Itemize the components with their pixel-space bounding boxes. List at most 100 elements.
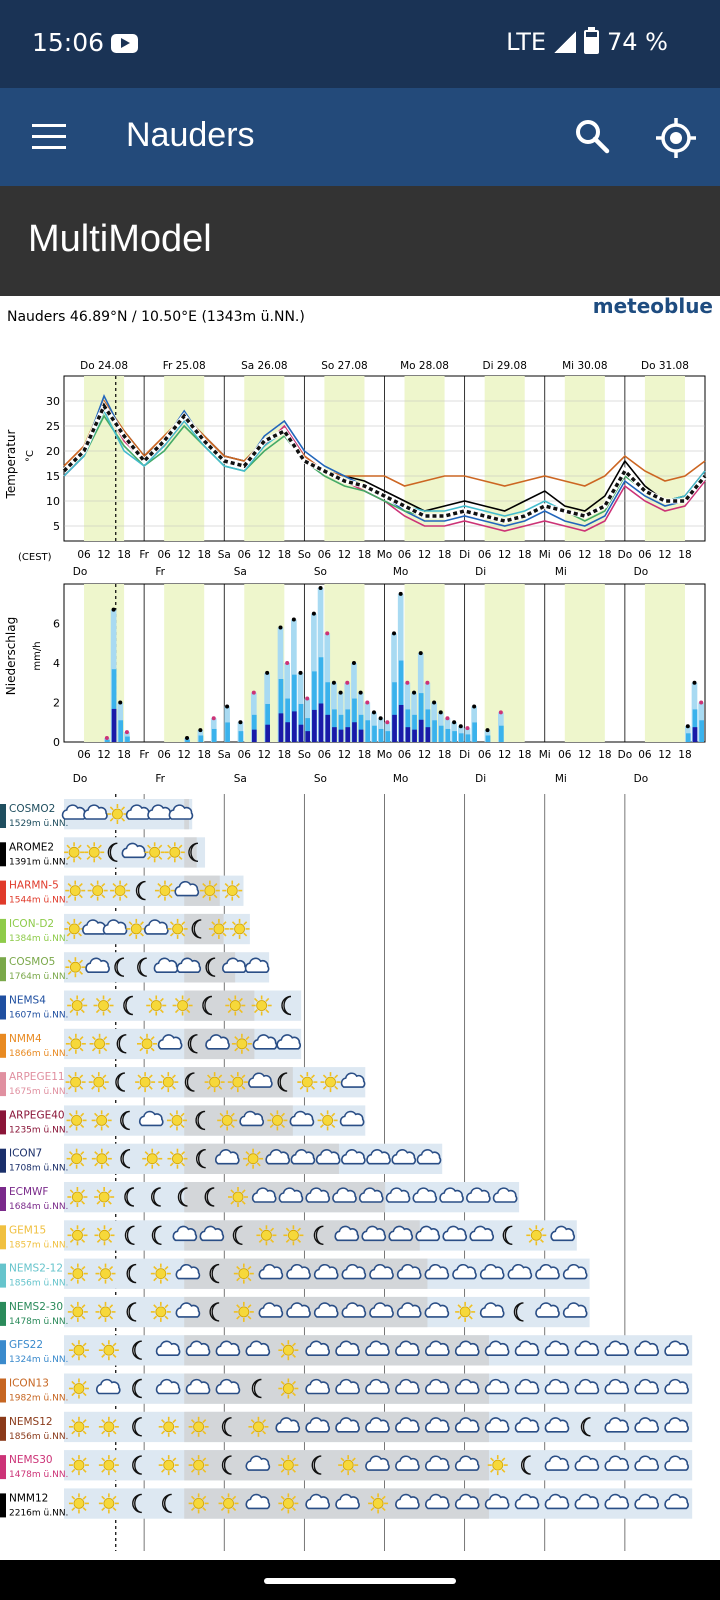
meteogram-image[interactable]: meteoblue Nauders 46.89°N / 10.50°E (134… (0, 296, 720, 1560)
sun-icon (159, 885, 171, 896)
sun-ray (219, 1112, 224, 1117)
precip-tick-label: 4 (53, 657, 60, 670)
sun-ray (227, 997, 232, 1002)
sun-icon (103, 1498, 115, 1509)
moon-icon (209, 1302, 220, 1322)
sun-ray (91, 1074, 96, 1079)
sun-ray (82, 1380, 87, 1385)
model-color-swatch (0, 880, 6, 905)
sun-icon (238, 1268, 250, 1279)
hour-tick-label: 18 (678, 749, 691, 761)
temperature-chart: Do 24.08 Fr 25.08 Sa 26.08 So 27.08 Mo 28.08… (4, 360, 707, 578)
precip-dot (285, 661, 290, 665)
precip-dot (225, 704, 230, 709)
day-short-label: Di (475, 566, 486, 578)
sun-icon (193, 1498, 205, 1509)
sun-icon (73, 1459, 85, 1471)
model-color-swatch (0, 1340, 6, 1365)
cloud-icon (664, 1378, 689, 1395)
moon-icon (502, 1225, 513, 1245)
sun-ray (96, 1200, 101, 1205)
cloud-icon (365, 1455, 390, 1471)
sun-ray (121, 817, 126, 822)
cloud-icon (604, 1455, 630, 1471)
precip-bar-core (692, 727, 698, 742)
sun-ray (280, 1507, 285, 1512)
model-name: NEMS2-12 (9, 1263, 63, 1275)
cloud-icon (199, 1225, 225, 1242)
sun-ray (285, 1227, 290, 1232)
precip-bar-inner (312, 671, 317, 742)
sun-ray (155, 1151, 160, 1156)
sun-ray (66, 932, 71, 937)
home-gesture-bar[interactable] (264, 1578, 456, 1584)
precip-bar-core (412, 729, 417, 742)
sun-ray (153, 1265, 158, 1270)
model-elevation: 1856m ü.NN. (9, 1432, 68, 1442)
sun-ray (67, 959, 72, 964)
day-short-label: Mi (555, 773, 567, 785)
cloud-icon (251, 1187, 277, 1203)
temp-tick-label: 25 (46, 420, 60, 433)
cloud-icon (369, 1263, 394, 1280)
sun-icon (71, 1153, 83, 1165)
model-elevation: 1708m ü.NN. (9, 1164, 68, 1174)
sun-ray (370, 1507, 375, 1512)
sun-icon (459, 1306, 471, 1318)
sun-ray (222, 932, 227, 937)
menu-icon[interactable] (32, 124, 66, 150)
precip-bar-core (325, 714, 331, 742)
sun-ray (231, 932, 236, 937)
sun-ray (178, 855, 183, 860)
day-label-top: Di 29.08 (482, 360, 526, 372)
cloud-icon (604, 1340, 630, 1356)
cloud-icon (424, 1263, 450, 1280)
signal-icon (554, 31, 577, 53)
sun-ray (539, 1238, 544, 1243)
sun-ray (331, 1112, 336, 1117)
hour-tick-label: 18 (358, 749, 371, 761)
precip-dot (405, 680, 410, 685)
sun-icon (141, 1038, 153, 1050)
day-short-label: Do (73, 773, 88, 785)
sun-ray (232, 1495, 237, 1500)
cloud-icon (391, 1149, 417, 1165)
sun-ray (71, 1468, 76, 1473)
sun-ray (91, 1047, 96, 1052)
cloud-icon (366, 1149, 391, 1165)
sun-icon (372, 1498, 384, 1509)
my-location-icon[interactable] (656, 118, 696, 158)
precip-bar-inner (118, 720, 124, 742)
sun-ray (269, 1124, 274, 1129)
cloud-icon (175, 1302, 201, 1318)
sun-icon (103, 1421, 115, 1433)
sun-ray (80, 1009, 85, 1014)
hour-tick-label: 06 (558, 549, 572, 561)
model-name: NMM12 (9, 1492, 48, 1504)
sun-ray (94, 1124, 98, 1129)
sun-ray (331, 1124, 336, 1129)
hour-tick-label: 06 (157, 749, 171, 761)
sun-ray (236, 1315, 241, 1320)
precip-bar-inner (298, 703, 304, 742)
sun-ray (82, 1468, 87, 1473)
sun-ray (67, 1085, 72, 1090)
hour-tick-label: 18 (598, 549, 611, 561)
sun-icon (139, 1076, 151, 1088)
precip-dot (392, 631, 397, 636)
precip-tick-label: 6 (53, 618, 60, 631)
sun-ray (202, 1430, 207, 1435)
sun-icon (177, 1000, 188, 1011)
search-icon[interactable] (574, 118, 610, 154)
sun-ray (292, 1457, 296, 1462)
hour-tick-label: 12 (658, 549, 671, 561)
day-tick-label: Sa (218, 549, 231, 561)
precip-dot (104, 736, 109, 741)
sun-ray (71, 1342, 76, 1347)
model-color-swatch (0, 957, 6, 982)
sun-icon (71, 1115, 82, 1126)
model-name: ARPEGE11 (9, 1071, 65, 1083)
sun-ray (77, 855, 82, 860)
sun-ray (490, 1468, 495, 1473)
sun-icon (92, 885, 104, 896)
